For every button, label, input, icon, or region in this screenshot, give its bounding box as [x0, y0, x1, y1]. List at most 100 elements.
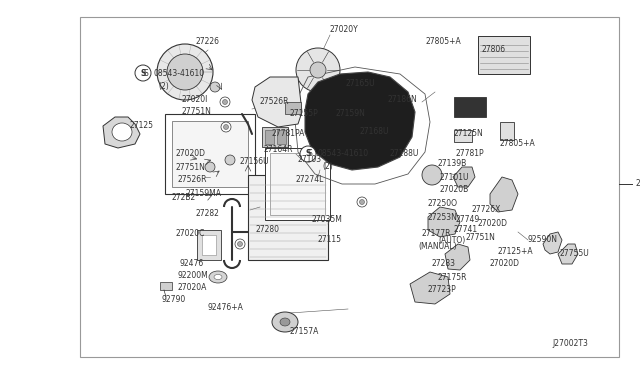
Bar — [202, 235, 216, 255]
Text: 27280: 27280 — [255, 225, 279, 234]
Text: 27165U: 27165U — [345, 80, 374, 89]
Bar — [262, 127, 288, 147]
Text: 27157A: 27157A — [290, 327, 319, 337]
Bar — [160, 282, 172, 290]
Text: 27250O: 27250O — [428, 199, 458, 208]
Bar — [80, 17, 619, 357]
Text: 92476+A: 92476+A — [208, 302, 244, 311]
Bar — [285, 102, 301, 114]
Bar — [165, 114, 255, 194]
Text: 27020A: 27020A — [178, 283, 207, 292]
Text: S: S — [305, 150, 310, 158]
Text: 92200M: 92200M — [178, 272, 209, 280]
Circle shape — [357, 197, 367, 207]
Text: 27751N: 27751N — [465, 232, 495, 241]
Text: 27115: 27115 — [318, 235, 342, 244]
Text: 27125N: 27125N — [454, 129, 484, 138]
Polygon shape — [543, 232, 562, 254]
Text: 27168U: 27168U — [360, 128, 390, 137]
Text: 27805: 27805 — [456, 109, 480, 119]
Text: 27741: 27741 — [453, 224, 477, 234]
Text: 27125: 27125 — [130, 122, 154, 131]
Text: 27020D: 27020D — [478, 219, 508, 228]
Text: 27020B: 27020B — [440, 186, 469, 195]
Bar — [454, 130, 472, 142]
Text: 27159N: 27159N — [335, 109, 365, 119]
Text: 27806: 27806 — [482, 45, 506, 55]
Text: 27526R: 27526R — [178, 176, 207, 185]
Text: J27002T3: J27002T3 — [552, 340, 588, 349]
Text: 08543-41610: 08543-41610 — [153, 68, 204, 77]
Text: 27155P: 27155P — [290, 109, 319, 119]
Circle shape — [210, 82, 220, 92]
Ellipse shape — [209, 271, 227, 283]
Text: 27101U: 27101U — [440, 173, 470, 182]
Bar — [265, 148, 330, 220]
Text: 92476: 92476 — [180, 260, 204, 269]
Text: 92790: 92790 — [162, 295, 186, 305]
Text: S: S — [143, 68, 148, 77]
Bar — [265, 130, 274, 144]
Text: 27175R: 27175R — [438, 273, 467, 282]
Circle shape — [310, 62, 326, 78]
Bar — [172, 121, 248, 187]
Polygon shape — [453, 167, 475, 187]
Text: 27781P: 27781P — [456, 150, 484, 158]
Text: 27749: 27749 — [455, 215, 479, 224]
Text: 27805+A: 27805+A — [500, 140, 536, 148]
Ellipse shape — [214, 275, 222, 279]
Text: S: S — [308, 150, 313, 158]
Polygon shape — [558, 244, 578, 264]
Text: 27751N: 27751N — [175, 163, 205, 171]
Circle shape — [223, 99, 227, 105]
Text: 27226: 27226 — [195, 38, 219, 46]
Bar — [454, 97, 486, 117]
Polygon shape — [252, 77, 302, 127]
Text: 27186N: 27186N — [388, 96, 418, 105]
Text: 27020C: 27020C — [175, 230, 204, 238]
Bar — [248, 175, 328, 260]
Polygon shape — [490, 177, 518, 212]
Text: 27159MA: 27159MA — [185, 189, 221, 199]
Text: 27781PA: 27781PA — [272, 129, 305, 138]
Text: 27188U: 27188U — [390, 150, 419, 158]
Circle shape — [223, 125, 228, 129]
Text: 27253N: 27253N — [428, 212, 458, 221]
Circle shape — [300, 146, 316, 162]
Text: 27726X: 27726X — [472, 205, 501, 215]
Text: (MANUAL): (MANUAL) — [418, 243, 456, 251]
Text: 27177R: 27177R — [422, 230, 451, 238]
Polygon shape — [305, 72, 415, 170]
Text: 92590N: 92590N — [528, 235, 558, 244]
Text: 27020I: 27020I — [182, 94, 209, 103]
Polygon shape — [103, 117, 140, 148]
Circle shape — [157, 44, 213, 100]
Text: 27805+A: 27805+A — [425, 38, 461, 46]
Ellipse shape — [280, 318, 290, 326]
Text: 27274L: 27274L — [295, 176, 323, 185]
Text: 27282: 27282 — [195, 209, 219, 218]
Text: 272B2: 272B2 — [172, 192, 196, 202]
Polygon shape — [428, 207, 460, 237]
Bar — [197, 230, 221, 260]
Ellipse shape — [272, 312, 298, 332]
Circle shape — [422, 165, 442, 185]
Bar — [270, 153, 325, 215]
Text: (2): (2) — [322, 163, 333, 171]
Text: 27020D: 27020D — [175, 150, 205, 158]
Circle shape — [220, 97, 230, 107]
Text: 27035M: 27035M — [312, 215, 343, 224]
Bar — [478, 36, 530, 74]
Polygon shape — [410, 272, 450, 304]
Text: 27020D: 27020D — [490, 260, 520, 269]
Text: 27103: 27103 — [298, 155, 322, 164]
Circle shape — [225, 155, 235, 165]
Text: 27755U: 27755U — [560, 250, 589, 259]
Text: 27156U: 27156U — [240, 157, 269, 167]
Text: 27164R: 27164R — [264, 145, 294, 154]
Text: (AUTO): (AUTO) — [438, 235, 465, 244]
Text: 27020Y: 27020Y — [330, 26, 359, 35]
Circle shape — [458, 169, 468, 179]
Circle shape — [235, 239, 245, 249]
Text: 08543-41610: 08543-41610 — [318, 150, 369, 158]
